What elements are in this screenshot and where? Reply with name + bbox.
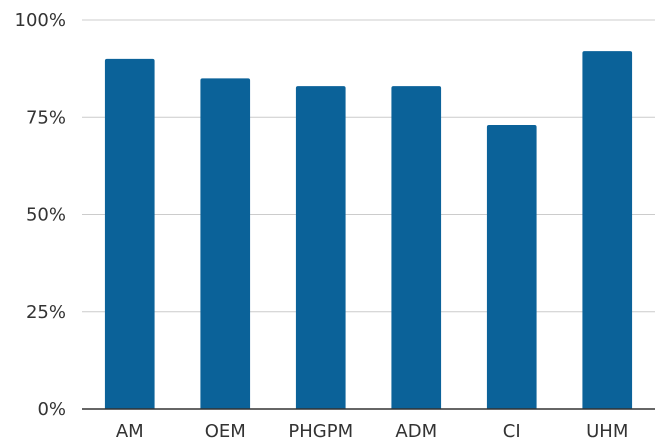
y-axis-tick-labels: 0% 25% 50% 75% 100% [15, 10, 66, 420]
x-tick-label: UHM [586, 421, 628, 442]
x-tick-label: CI [503, 421, 521, 442]
y-tick-label: 100% [15, 10, 66, 31]
bar-am [104, 58, 155, 410]
y-tick-label: 25% [26, 302, 66, 323]
bar-oem [200, 78, 251, 409]
bars [104, 51, 633, 410]
bar-uhm [582, 51, 633, 410]
x-tick-label: OEM [205, 421, 246, 442]
x-tick-label: ADM [395, 421, 437, 442]
y-tick-label: 50% [26, 205, 66, 226]
y-tick-label: 75% [26, 107, 66, 128]
gridlines [82, 19, 655, 313]
bar-phgpm [295, 86, 346, 409]
x-tick-label: AM [116, 421, 144, 442]
y-tick-label: 0% [37, 399, 66, 420]
bar-ci [486, 125, 537, 409]
x-axis-tick-labels: AM OEM PHGPM ADM CI UHM [116, 421, 629, 442]
x-tick-label: PHGPM [288, 421, 353, 442]
bar-adm [391, 86, 442, 409]
